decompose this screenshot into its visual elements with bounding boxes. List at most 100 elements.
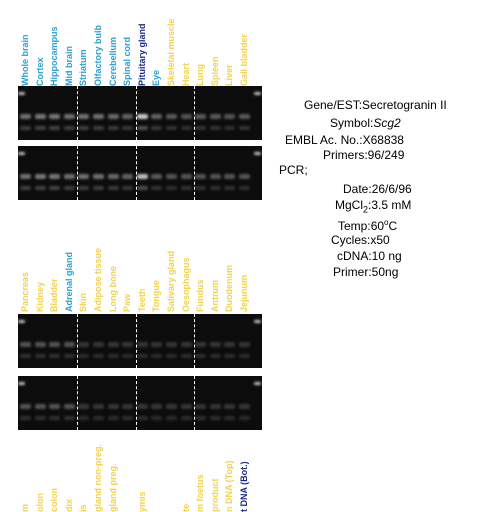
mgcl-key: MgCl2: bbox=[335, 198, 372, 214]
gel-band-lower bbox=[209, 126, 221, 130]
gel-band-lower bbox=[20, 186, 31, 190]
temp-degree: o bbox=[384, 218, 389, 227]
gel-band bbox=[209, 404, 221, 409]
gel-band-lower bbox=[209, 186, 221, 190]
lane-label: Whole brain bbox=[19, 35, 33, 87]
temp-key: Temp: bbox=[338, 219, 371, 233]
gel-band-lower bbox=[180, 126, 192, 130]
ladder-mark bbox=[18, 382, 25, 385]
gel-band-lower bbox=[239, 354, 250, 358]
temp-number: 60 bbox=[370, 219, 385, 233]
gel-band-lower bbox=[166, 416, 177, 420]
lane-label: Liver bbox=[223, 64, 237, 86]
lane-label-text: colon bbox=[49, 488, 60, 512]
lane-label bbox=[165, 498, 179, 512]
gel-band bbox=[195, 404, 207, 409]
pcr-key: PCR; bbox=[279, 163, 308, 177]
lane-label: Cortex bbox=[34, 57, 48, 86]
lane-label-text: is bbox=[78, 504, 89, 512]
gel-band-lower bbox=[107, 354, 119, 358]
gel-band bbox=[93, 174, 104, 179]
cycles-value: x50 bbox=[370, 233, 390, 247]
lane-label-text: Oesophagus bbox=[180, 257, 191, 312]
lane-labels-row-1: Whole brain Cortex Hippocampus Mid brain Str… bbox=[18, 0, 263, 86]
gel-band bbox=[34, 114, 46, 119]
lane-label-text: Striatum bbox=[78, 49, 89, 86]
gel-band-lower bbox=[78, 186, 90, 190]
gene-value: Secretogranin II bbox=[362, 98, 447, 112]
gel-band bbox=[166, 342, 177, 347]
lane-label: Fundus bbox=[194, 280, 208, 313]
gel-band-lower bbox=[239, 186, 250, 190]
gel-band-lower bbox=[166, 126, 177, 130]
gel-image-2b bbox=[18, 376, 262, 430]
gel-band bbox=[20, 404, 31, 409]
gel-band bbox=[180, 342, 192, 347]
gel-band bbox=[107, 404, 119, 409]
gel-band-lower bbox=[63, 186, 75, 190]
gel-band bbox=[107, 114, 119, 119]
lane-separator bbox=[194, 146, 196, 200]
lane-label: Paw bbox=[121, 294, 135, 312]
gel-band bbox=[20, 114, 31, 119]
gel-band-lower bbox=[209, 354, 221, 358]
lane-label: m bbox=[19, 498, 33, 512]
gel-image-2a bbox=[18, 314, 262, 368]
gel-band-lower bbox=[180, 354, 192, 358]
lane-label: Gall bladder bbox=[238, 34, 252, 86]
mgcl-colon: : bbox=[368, 198, 372, 212]
lane-label: ymis bbox=[136, 491, 150, 512]
lane-label-text: Paw bbox=[122, 293, 133, 312]
lane-label-text: Antrum bbox=[209, 280, 220, 312]
cycles-key: Cycles: bbox=[331, 233, 371, 247]
gel-band bbox=[122, 342, 134, 347]
gel-band bbox=[63, 404, 75, 409]
lane-label: Tongue bbox=[150, 280, 164, 312]
gel-band bbox=[34, 404, 46, 409]
gel-band bbox=[195, 174, 207, 179]
gel-band-lower bbox=[122, 186, 134, 190]
lane-separator bbox=[77, 86, 79, 140]
lane-label-text: Long bone bbox=[107, 266, 118, 312]
symbol-key: Symbol: bbox=[330, 116, 374, 130]
gel-band-lower bbox=[34, 186, 46, 190]
gel-band bbox=[180, 174, 192, 179]
lane-label-text: Hippocampus bbox=[49, 26, 60, 86]
embl-line: EMBL Ac. No.:X68838 bbox=[285, 133, 404, 148]
gel-band-lower bbox=[63, 416, 75, 420]
lane-separator bbox=[135, 376, 137, 430]
gel-band-lower bbox=[78, 354, 90, 358]
lane-label: Duodenum bbox=[223, 265, 237, 312]
ladder-mark bbox=[254, 320, 261, 323]
gel-band bbox=[93, 342, 104, 347]
lane-separator bbox=[194, 86, 196, 140]
lane-label-text: dix bbox=[63, 498, 74, 512]
lane-label: Antrum bbox=[209, 280, 223, 312]
embl-value: X68838 bbox=[362, 133, 404, 147]
gel-band bbox=[209, 342, 221, 347]
ladder-mark bbox=[254, 382, 261, 385]
ladder-mark bbox=[18, 320, 25, 323]
gel-band bbox=[136, 114, 148, 119]
lane-label: Mid brain bbox=[63, 46, 77, 86]
gel-band bbox=[195, 114, 207, 119]
gel-band-lower bbox=[93, 416, 104, 420]
gel-band bbox=[78, 114, 90, 119]
mgcl-key-text: MgCl bbox=[335, 198, 364, 212]
temp-line: Temp:60oC bbox=[338, 215, 397, 234]
lane-labels-row-3: m olon colon dix is gland non-preg. gland preg… bbox=[18, 426, 263, 512]
lane-label-text: Spleen bbox=[209, 56, 220, 86]
primers-line: Primers:96/249 bbox=[323, 148, 404, 163]
date-line: Date:26/6/96 bbox=[343, 182, 412, 197]
gel-image-1a bbox=[18, 86, 262, 140]
lane-label-text: Liver bbox=[224, 64, 235, 86]
lane-separator bbox=[77, 314, 79, 368]
symbol-line: Symbol:Scg2 bbox=[330, 116, 401, 131]
date-key: Date: bbox=[343, 182, 372, 196]
gel-band-lower bbox=[136, 186, 148, 190]
ladder-mark bbox=[18, 92, 25, 95]
primer-line: Primer:50ng bbox=[333, 265, 398, 280]
gel-band bbox=[209, 114, 221, 119]
gel-band-lower bbox=[93, 186, 104, 190]
gel-band-lower bbox=[224, 416, 236, 420]
